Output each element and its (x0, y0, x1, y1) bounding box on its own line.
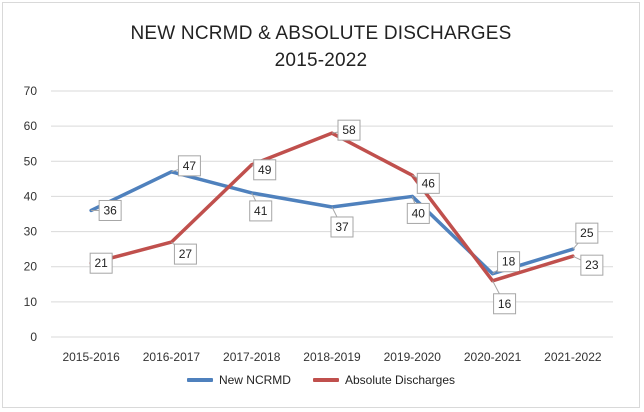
data-label-box (406, 202, 430, 224)
data-label: 40 (412, 206, 426, 220)
chart-title-line-2: 2015-2022 (274, 50, 368, 71)
y-tick-label: 30 (24, 225, 38, 239)
data-label-box (497, 251, 521, 273)
data-label-box (98, 199, 122, 221)
data-label: 41 (254, 204, 268, 218)
y-tick-label: 40 (24, 189, 38, 203)
chart-legend: New NCRMD Absolute Discharges (3, 373, 639, 387)
data-label-box (337, 119, 361, 141)
x-tick-label: 2015-2016 (62, 350, 120, 364)
data-label-box (493, 293, 517, 315)
data-label-box (249, 200, 273, 222)
legend-label-new-ncrmd: New NCRMD (218, 373, 291, 387)
legend-item-absolute-discharges: Absolute Discharges (312, 373, 456, 387)
y-tick-label: 70 (24, 84, 38, 98)
chart-container: NEW NCRMD & ABSOLUTE DISCHARGES 2015-202… (2, 2, 640, 408)
data-label: 46 (422, 176, 436, 190)
data-label: 16 (498, 297, 512, 311)
data-label: 25 (580, 226, 594, 240)
x-tick-label: 2020-2021 (464, 350, 522, 364)
data-label-box (575, 222, 599, 244)
data-label: 18 (502, 255, 516, 269)
chart-plot-area: 0 10 20 30 40 50 60 70 2015-2016 2016-2017 2017-20… (24, 84, 613, 364)
data-label: 21 (94, 256, 108, 270)
data-label-box (177, 155, 201, 177)
data-label: 36 (103, 203, 117, 217)
data-label: 47 (183, 159, 197, 173)
data-label-box (173, 243, 197, 265)
y-tick-label: 20 (24, 260, 38, 274)
legend-label-absolute-discharges: Absolute Discharges (344, 373, 456, 387)
data-label: 49 (258, 163, 272, 177)
y-tick-label: 10 (24, 295, 38, 309)
chart-title-line-1: NEW NCRMD & ABSOLUTE DISCHARGES (130, 23, 512, 44)
x-tick-label: 2017-2018 (223, 350, 281, 364)
data-label-box (580, 254, 604, 276)
x-tick-label: 2021-2022 (544, 350, 602, 364)
data-label-box (253, 159, 277, 181)
data-label-box (89, 252, 113, 274)
data-label: 23 (585, 258, 599, 272)
legend-swatch-absolute-discharges (312, 378, 339, 382)
x-tick-label: 2019-2020 (384, 350, 442, 364)
y-tick-label: 0 (30, 330, 37, 344)
legend-swatch-new-ncrmd (186, 378, 213, 382)
data-label-box (330, 216, 354, 238)
legend-item-new-ncrmd: New NCRMD (186, 373, 291, 387)
x-tick-label: 2016-2017 (143, 350, 201, 364)
y-tick-label: 50 (24, 154, 38, 168)
data-label: 58 (342, 123, 356, 137)
data-label: 27 (179, 247, 193, 261)
y-tick-label: 60 (24, 119, 38, 133)
data-label-box (416, 172, 440, 194)
x-tick-label: 2018-2019 (303, 350, 361, 364)
data-label: 37 (335, 220, 349, 234)
